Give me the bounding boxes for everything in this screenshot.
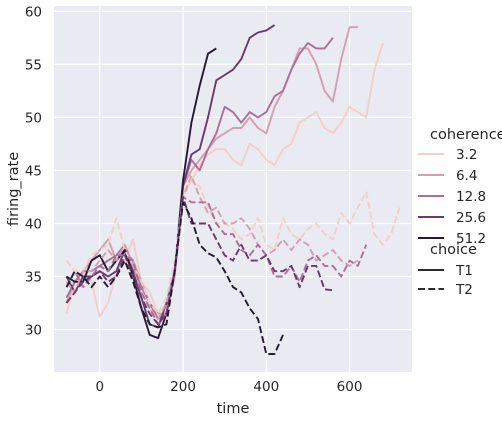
y-tick-label: 35: [25, 270, 42, 286]
y-tick-label: 40: [25, 216, 42, 232]
y-tick-label: 60: [25, 4, 42, 20]
legend-hue-title: coherence: [430, 127, 502, 143]
x-tick-label: 200: [170, 379, 196, 395]
legend-label: 51.2: [456, 231, 486, 247]
series-line-25-6-t2: [65, 196, 334, 326]
y-axis-label: firing_rate: [6, 152, 22, 226]
legend-label: 12.8: [456, 189, 486, 205]
x-axis-label: time: [217, 401, 250, 417]
x-tick-label: 400: [253, 379, 279, 395]
y-tick-label: 30: [25, 323, 42, 339]
series-line-12-8-t2: [65, 196, 368, 326]
legend-label: 6.4: [456, 168, 477, 184]
legend-label: 25.6: [456, 210, 486, 226]
series-line-12-8-t1: [65, 37, 334, 320]
plot-background: [54, 6, 412, 372]
legend-label: 3.2: [456, 147, 477, 163]
legend-style-title: choice: [430, 242, 477, 258]
legend-style-label: T1: [455, 263, 473, 279]
legend-style-label: T2: [455, 282, 473, 298]
series-line-51-2-t1: [65, 47, 217, 340]
x-tick-label: 0: [95, 379, 104, 395]
x-tick-label: 600: [337, 379, 363, 395]
series-line-51-2-t2: [65, 201, 284, 355]
y-tick-label: 50: [25, 110, 42, 126]
series-line-3-2-t1: [65, 42, 384, 318]
y-tick-label: 55: [25, 57, 42, 73]
y-tick-label: 45: [25, 163, 42, 179]
series-line-3-2-t2: [65, 180, 401, 315]
